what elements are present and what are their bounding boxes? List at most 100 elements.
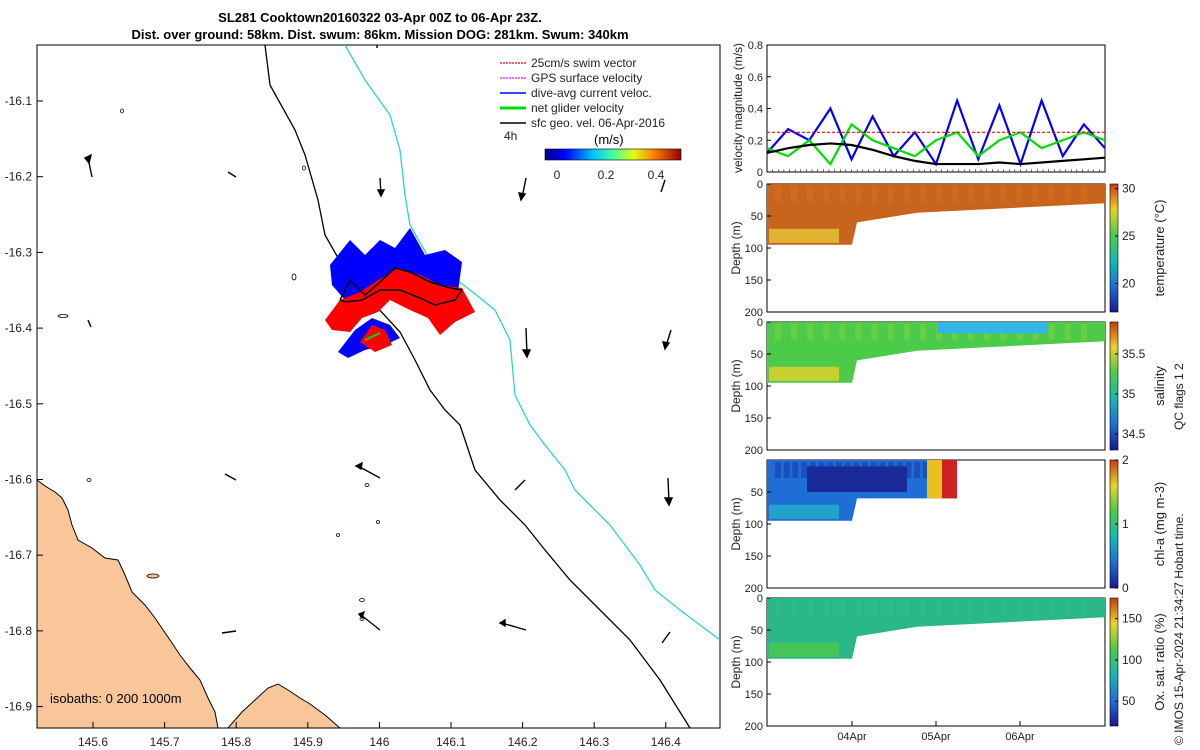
profile-cast-stripe (1064, 324, 1071, 340)
map-ytick-label: -16.6 (5, 473, 33, 487)
profile-ylabel: Depth (m) (729, 497, 743, 550)
legend-dive-avg: dive-avg current veloc. (531, 86, 652, 100)
profile-cast-stripe (887, 186, 894, 202)
profile-cast-stripe (1032, 186, 1039, 202)
colorbar-tick-label: 30 (1122, 182, 1136, 196)
profile-cast-stripe (775, 462, 781, 478)
map-xtick-label: 145.9 (293, 735, 323, 749)
salinity-qc-label: QC flags 1 2 (1172, 363, 1186, 430)
map-xtick-label: 145.8 (221, 735, 251, 749)
profile-cast-stripe (1064, 186, 1071, 202)
velocity-frame (766, 44, 1106, 173)
profile-ytick-label: 50 (751, 487, 763, 499)
colorbar-time-label: 4h (504, 129, 517, 143)
time-tick-label: 04Apr (837, 731, 867, 743)
colorbar-variable-label: Ox. sat. ratio (%) (1152, 613, 1167, 711)
map-xtick-label: 146.4 (651, 735, 681, 749)
profile-cast-stripe (887, 600, 894, 616)
colorbar-tick-label: 2 (1122, 453, 1129, 467)
map-ytick-label: -16.7 (5, 548, 33, 562)
profile-cast-stripe (871, 324, 878, 340)
profile-ytick-label: 0 (757, 593, 763, 605)
profile-ytick-label: 100 (745, 381, 763, 393)
profile-ytick-label: 50 (751, 211, 763, 223)
profile-cast-stripe (801, 462, 808, 478)
profile-ytick-label: 150 (745, 275, 763, 287)
profile-feature (807, 466, 907, 492)
profile-ylabel: Depth (m) (729, 359, 743, 412)
profile-deep-feature (769, 228, 839, 243)
profile-colorbar (1109, 321, 1119, 451)
colorbar-tick-label: 35 (1122, 387, 1136, 401)
colorbar-tick-label: 100 (1122, 653, 1142, 667)
profile-ytick-label: 200 (745, 307, 763, 319)
profile-ytick-label: 150 (745, 689, 763, 701)
colorbar-tick: 0 (554, 168, 561, 182)
profile-cast-stripe (775, 324, 781, 340)
isobath-200m (264, 45, 691, 728)
legend-gps-velocity: GPS surface velocity (531, 71, 642, 85)
map-xtick-label: 145.6 (78, 735, 108, 749)
profile-ytick-label: 100 (745, 657, 763, 669)
profile-cast-stripe (887, 324, 894, 340)
island-land (227, 683, 341, 728)
map-ytick-label: -16.3 (5, 245, 33, 259)
coastline-land (37, 479, 219, 728)
sfc-geo-vectors (83, 45, 674, 644)
colorbar-tick-label: 35.5 (1122, 347, 1146, 361)
profile-cast-stripe (922, 462, 929, 478)
colorbar-tick-label: 50 (1122, 694, 1136, 708)
profile-ytick-label: 200 (745, 445, 763, 457)
colorbar-variable-label: chl-a (mg m-3) (1152, 482, 1167, 567)
map-ytick-label: -16.1 (5, 94, 33, 108)
map-ytick-label: -16.9 (5, 700, 33, 714)
velocity-series-line (766, 122, 1106, 166)
colorbar-tick-label: 150 (1122, 612, 1142, 626)
map-xtick-label: 146 (369, 735, 389, 749)
profile-cast-stripe (968, 186, 975, 202)
profile-colorbar (1109, 183, 1119, 313)
profile-cast-stripe (1048, 324, 1055, 340)
legend-net-glider: net glider velocity (531, 101, 624, 115)
profile-cast-stripe (807, 186, 814, 202)
profile-cast-stripe (952, 186, 959, 202)
velocity-series-line (766, 142, 1106, 166)
profile-feature (942, 460, 957, 499)
colorbar-tick-label: 34.5 (1122, 427, 1146, 441)
islets (57, 108, 380, 621)
profile-cast-stripe (1080, 600, 1087, 616)
map-xtick-label: 145.7 (150, 735, 180, 749)
map-ytick-label: -16.8 (5, 624, 33, 638)
profile-cast-stripe (791, 600, 798, 616)
profile-cast-stripe (903, 324, 910, 340)
colorbar-tick-label: 1 (1122, 517, 1129, 531)
profile-ytick-label: 200 (745, 583, 763, 595)
velocity-panel: 0 0.2 0.4 0.6 0.8 velocity magnitude (m/s) (731, 40, 1106, 179)
profile-ytick-label: 50 (751, 349, 763, 361)
isobaths-label: isobaths: 0 200 1000m (50, 691, 182, 706)
velocity-ylabel: velocity magnitude (m/s) (731, 43, 745, 173)
profile-cast-stripe (952, 600, 959, 616)
footer-credit: © IMOS 15-Apr-2024 21:34:27 Hobart time. (1172, 513, 1186, 745)
profile-cast-stripe (919, 324, 926, 340)
profile-ytick-label: 50 (751, 625, 763, 637)
profile-cast-stripe (1064, 600, 1071, 616)
profile-cast-stripe (984, 186, 991, 202)
profile-cast-stripe (791, 186, 798, 202)
profile-feature (937, 322, 1047, 334)
profile-ytick-label: 200 (745, 721, 763, 733)
profile-ytick-label: 0 (757, 317, 763, 329)
map-xtick-label: 146.3 (579, 735, 609, 749)
profile-cast-stripe (1048, 600, 1055, 616)
profile-cast-stripe (871, 186, 878, 202)
map-ytick-label: -16.5 (5, 397, 33, 411)
profile-cast-stripe (1080, 186, 1087, 202)
map-xtick-label: 146.1 (436, 735, 466, 749)
profile-cast-stripe (903, 186, 910, 202)
map-colorbar (544, 148, 682, 161)
velocity-ytick-label: 0.2 (748, 135, 763, 147)
profile-ylabel: Depth (m) (729, 635, 743, 688)
colorbar-tick-label: 0 (1122, 581, 1129, 595)
